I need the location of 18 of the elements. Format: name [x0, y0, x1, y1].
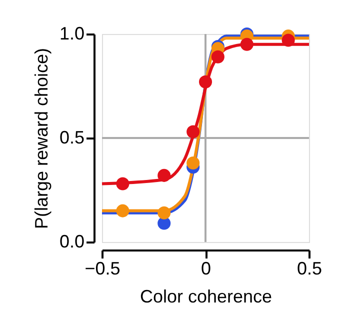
x-tick-label: 0.5 — [296, 258, 322, 278]
point — [211, 50, 224, 64]
point — [158, 206, 171, 220]
y-tick-label: 0.0 — [59, 232, 84, 252]
point — [282, 34, 295, 47]
x-axis-title: Color coherence — [140, 286, 272, 306]
point — [198, 75, 212, 88]
point — [116, 204, 130, 218]
y-tick-label: 0.5 — [59, 128, 84, 148]
y-tick-label: 1.0 — [59, 24, 84, 44]
y-axis-title: P(large reward choice) — [31, 48, 52, 230]
point — [186, 156, 200, 170]
point — [240, 38, 254, 51]
point — [186, 125, 200, 138]
x-tick-label: 0 — [200, 258, 212, 278]
point — [116, 177, 130, 190]
x-tick-label: −0.5 — [84, 258, 120, 278]
point — [158, 168, 171, 182]
